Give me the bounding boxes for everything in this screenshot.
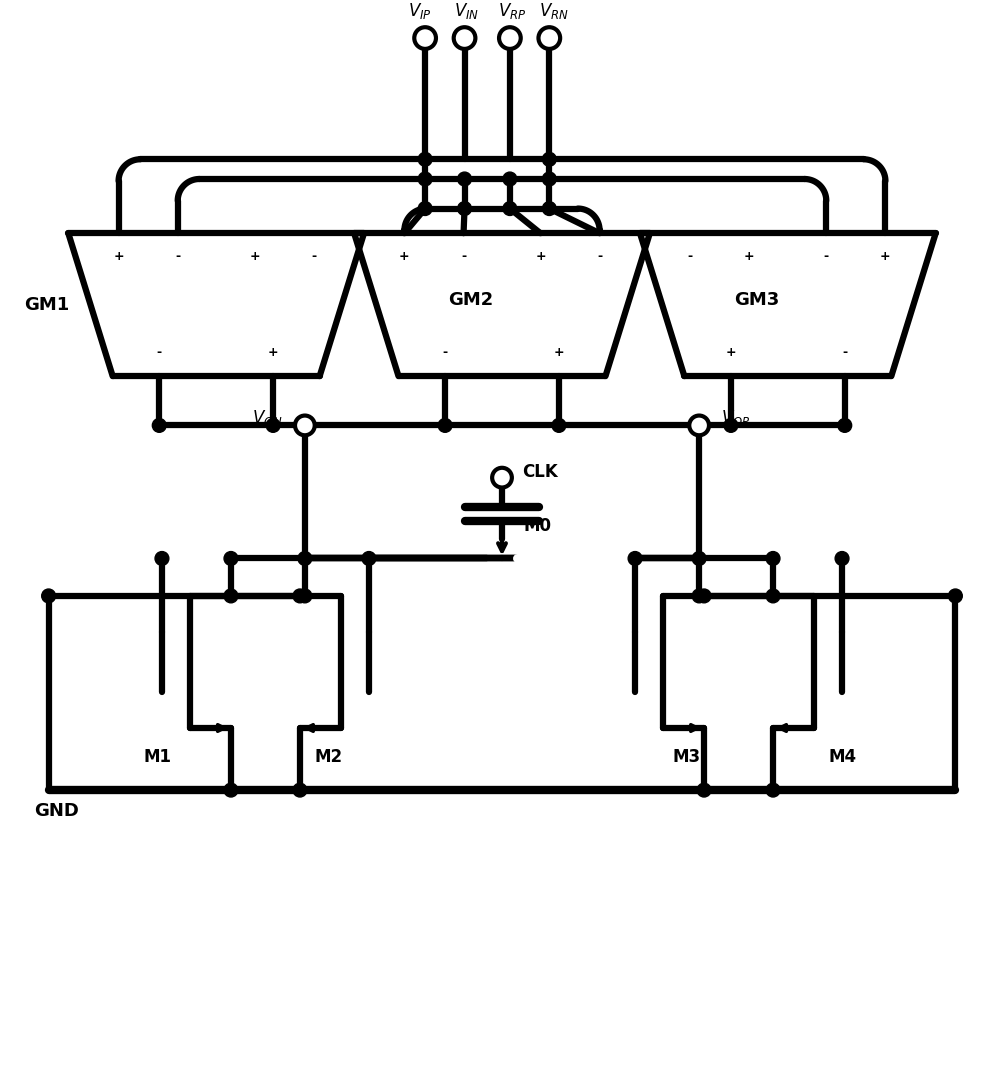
Text: -: - bbox=[311, 250, 316, 263]
Circle shape bbox=[298, 552, 312, 565]
Text: M0: M0 bbox=[524, 517, 551, 534]
Circle shape bbox=[696, 589, 710, 603]
Text: M1: M1 bbox=[142, 748, 171, 766]
Circle shape bbox=[457, 201, 471, 215]
Text: -: - bbox=[460, 250, 465, 263]
Circle shape bbox=[765, 589, 779, 603]
Circle shape bbox=[552, 419, 566, 433]
Text: +: + bbox=[553, 346, 564, 360]
Text: $V_{ON}$: $V_{ON}$ bbox=[252, 408, 283, 427]
Text: +: + bbox=[743, 250, 754, 263]
Text: M2: M2 bbox=[314, 748, 342, 766]
Text: M3: M3 bbox=[672, 748, 700, 766]
Circle shape bbox=[418, 201, 431, 215]
Text: GND: GND bbox=[34, 802, 78, 820]
Text: CLK: CLK bbox=[522, 463, 557, 481]
Text: $V_{IN}$: $V_{IN}$ bbox=[453, 1, 478, 21]
Text: -: - bbox=[687, 250, 692, 263]
Text: -: - bbox=[822, 250, 828, 263]
Circle shape bbox=[152, 419, 165, 433]
Text: +: + bbox=[725, 346, 735, 360]
Circle shape bbox=[691, 552, 705, 565]
Circle shape bbox=[295, 416, 314, 435]
Circle shape bbox=[696, 783, 710, 797]
Circle shape bbox=[503, 172, 517, 186]
Circle shape bbox=[689, 416, 708, 435]
Circle shape bbox=[453, 27, 474, 49]
Circle shape bbox=[542, 172, 556, 186]
Circle shape bbox=[765, 552, 779, 565]
Circle shape bbox=[491, 468, 512, 487]
Circle shape bbox=[691, 589, 705, 603]
Text: -: - bbox=[175, 250, 181, 263]
Text: -: - bbox=[156, 346, 161, 360]
Circle shape bbox=[298, 589, 312, 603]
Text: +: + bbox=[113, 250, 123, 263]
Circle shape bbox=[154, 552, 169, 565]
Circle shape bbox=[414, 27, 435, 49]
Text: $V_{OP}$: $V_{OP}$ bbox=[720, 408, 749, 427]
Text: +: + bbox=[268, 346, 278, 360]
Circle shape bbox=[224, 783, 238, 797]
Circle shape bbox=[765, 783, 779, 797]
Circle shape bbox=[266, 419, 280, 433]
Text: -: - bbox=[597, 250, 602, 263]
Text: +: + bbox=[399, 250, 409, 263]
Circle shape bbox=[834, 552, 849, 565]
Circle shape bbox=[418, 172, 431, 186]
Circle shape bbox=[498, 27, 521, 49]
Circle shape bbox=[628, 552, 641, 565]
Circle shape bbox=[224, 589, 238, 603]
Text: GM1: GM1 bbox=[24, 296, 69, 314]
Text: GM2: GM2 bbox=[447, 290, 492, 308]
Circle shape bbox=[948, 589, 961, 603]
Circle shape bbox=[42, 589, 55, 603]
Circle shape bbox=[723, 419, 737, 433]
Circle shape bbox=[503, 201, 517, 215]
Circle shape bbox=[437, 419, 451, 433]
Text: +: + bbox=[880, 250, 890, 263]
Circle shape bbox=[362, 552, 375, 565]
Text: -: - bbox=[842, 346, 847, 360]
Circle shape bbox=[838, 419, 851, 433]
Circle shape bbox=[538, 27, 560, 49]
Circle shape bbox=[457, 172, 471, 186]
Circle shape bbox=[542, 152, 556, 166]
Text: +: + bbox=[249, 250, 260, 263]
Text: $V_{IP}$: $V_{IP}$ bbox=[408, 1, 431, 21]
Text: M4: M4 bbox=[827, 748, 856, 766]
Text: GM3: GM3 bbox=[733, 290, 778, 308]
Circle shape bbox=[293, 783, 307, 797]
Circle shape bbox=[224, 552, 238, 565]
Text: +: + bbox=[535, 250, 546, 263]
Text: $V_{RP}$: $V_{RP}$ bbox=[497, 1, 526, 21]
Text: -: - bbox=[442, 346, 447, 360]
Circle shape bbox=[542, 201, 556, 215]
Text: $V_{RN}$: $V_{RN}$ bbox=[539, 1, 569, 21]
Circle shape bbox=[418, 152, 431, 166]
Circle shape bbox=[293, 589, 307, 603]
